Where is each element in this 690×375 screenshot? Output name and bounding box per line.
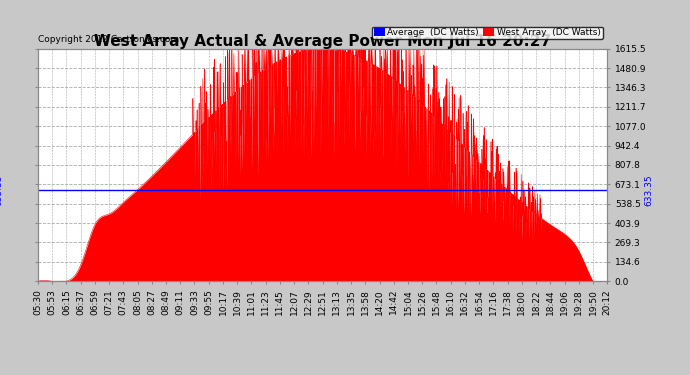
Text: Copyright 2012 Cartronics.com: Copyright 2012 Cartronics.com — [38, 35, 179, 44]
Text: 633.35: 633.35 — [0, 174, 3, 206]
Legend: Average  (DC Watts), West Array  (DC Watts): Average (DC Watts), West Array (DC Watts… — [372, 27, 602, 39]
Text: 633.35: 633.35 — [644, 174, 653, 206]
Title: West Array Actual & Average Power Mon Jul 16 20:27: West Array Actual & Average Power Mon Ju… — [94, 34, 551, 49]
